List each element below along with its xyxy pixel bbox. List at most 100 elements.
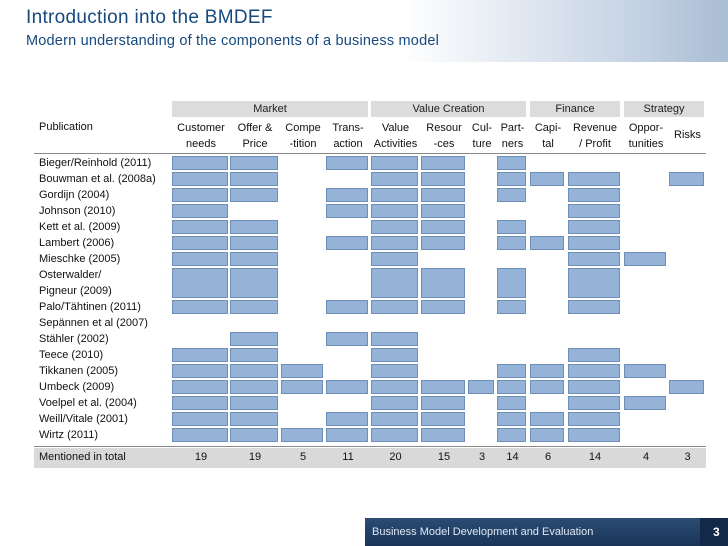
component-mark	[371, 348, 418, 362]
component-mark	[230, 252, 278, 266]
component-mark	[497, 156, 526, 170]
component-mark	[172, 188, 228, 202]
column-header-line2: Price	[242, 138, 268, 150]
component-mark	[371, 300, 418, 314]
component-mark	[371, 236, 418, 250]
component-mark	[421, 172, 465, 186]
total-value: 19	[194, 451, 208, 463]
row-label: Sepännen et al (2007)	[39, 317, 148, 329]
component-mark	[568, 380, 620, 394]
component-mark	[326, 156, 368, 170]
row-label: Osterwalder/	[39, 269, 102, 281]
component-mark	[568, 428, 620, 442]
component-mark	[497, 396, 526, 410]
slide-subtitle: Modern understanding of the components o…	[26, 33, 440, 49]
component-mark	[371, 364, 418, 378]
column-header-line1: Risks	[674, 129, 701, 141]
title-bar: Introduction into the BMDEF Modern under…	[0, 0, 728, 62]
component-mark	[624, 364, 666, 378]
component-mark	[669, 380, 704, 394]
component-mark	[497, 428, 526, 442]
component-mark	[371, 156, 418, 170]
group-header-bg	[624, 101, 704, 117]
component-mark	[568, 348, 620, 362]
component-mark	[230, 332, 278, 346]
component-mark	[530, 364, 564, 378]
component-mark	[568, 412, 620, 426]
row-label: Wirtz (2011)	[39, 429, 99, 441]
column-header-line1: Offer &	[237, 122, 273, 134]
component-mark	[230, 220, 278, 234]
component-mark	[172, 380, 228, 394]
component-mark	[371, 188, 418, 202]
component-mark	[568, 396, 620, 410]
component-mark	[371, 412, 418, 426]
totals-bar	[34, 448, 706, 468]
component-mark	[371, 396, 418, 410]
component-mark	[326, 412, 368, 426]
component-mark	[281, 380, 323, 394]
component-mark	[530, 236, 564, 250]
total-value: 4	[642, 451, 650, 463]
component-mark	[326, 204, 368, 218]
column-header-line2: ture	[472, 138, 492, 150]
row-label: Tikkanen (2005)	[39, 365, 119, 377]
component-mark	[230, 348, 278, 362]
component-mark	[230, 380, 278, 394]
column-header-line2: ners	[501, 138, 524, 150]
footer-band	[365, 518, 700, 546]
column-header-line2: needs	[186, 138, 216, 150]
group-header-bg	[172, 101, 368, 117]
component-mark	[230, 428, 278, 442]
component-mark	[530, 428, 564, 442]
total-value: 19	[248, 451, 262, 463]
component-mark	[172, 156, 228, 170]
component-mark	[172, 172, 228, 186]
component-mark	[172, 236, 228, 250]
component-mark	[568, 220, 620, 234]
row-label: Teece (2010)	[39, 349, 104, 361]
component-mark	[371, 380, 418, 394]
component-mark	[497, 380, 526, 394]
component-mark	[172, 348, 228, 362]
total-value: 14	[588, 451, 602, 463]
column-header-line1: Revenue	[572, 122, 618, 134]
column-header-line1: Cul-	[471, 122, 493, 134]
component-mark	[421, 380, 465, 394]
column-header-line2: -tition	[289, 138, 317, 150]
component-mark	[568, 172, 620, 186]
total-value: 15	[437, 451, 451, 463]
component-mark	[230, 156, 278, 170]
component-mark	[497, 300, 526, 314]
component-mark	[326, 300, 368, 314]
group-header: Value Creation	[412, 103, 485, 115]
column-header-line1: Trans-	[332, 122, 364, 134]
publication-header: Publication	[39, 121, 93, 133]
page-number-box	[700, 518, 728, 546]
component-mark	[371, 172, 418, 186]
group-header: Market	[253, 103, 287, 115]
component-mark	[421, 236, 465, 250]
column-header-line1: Resour	[426, 122, 462, 134]
total-value: 5	[299, 451, 307, 463]
component-mark	[172, 364, 228, 378]
row-label: Lambert (2006)	[39, 237, 115, 249]
component-mark	[568, 300, 620, 314]
component-mark	[230, 188, 278, 202]
total-value: 6	[544, 451, 552, 463]
component-mark	[421, 268, 465, 298]
column-header-line1: Part-	[500, 122, 525, 134]
header-rule	[34, 153, 706, 154]
component-mark	[421, 220, 465, 234]
component-mark	[326, 236, 368, 250]
component-mark	[371, 268, 418, 298]
component-mark	[497, 236, 526, 250]
row-label-line2: Pigneur (2009)	[39, 285, 112, 297]
total-value: 3	[478, 451, 486, 463]
footer-left	[0, 518, 365, 546]
component-mark	[326, 332, 368, 346]
component-mark	[568, 364, 620, 378]
component-mark	[497, 268, 526, 298]
component-mark	[281, 428, 323, 442]
component-mark	[497, 220, 526, 234]
